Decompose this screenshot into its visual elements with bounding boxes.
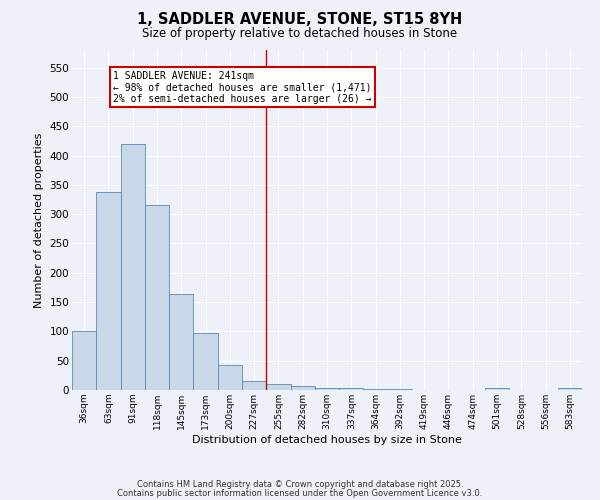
Text: 1 SADDLER AVENUE: 241sqm
← 98% of detached houses are smaller (1,471)
2% of semi: 1 SADDLER AVENUE: 241sqm ← 98% of detach… — [113, 70, 372, 104]
Y-axis label: Number of detached properties: Number of detached properties — [34, 132, 44, 308]
Bar — [121, 144, 145, 390]
Text: Size of property relative to detached houses in Stone: Size of property relative to detached ho… — [142, 28, 458, 40]
Bar — [315, 388, 339, 390]
Bar — [96, 192, 121, 390]
X-axis label: Distribution of detached houses by size in Stone: Distribution of detached houses by size … — [192, 434, 462, 444]
Bar — [485, 388, 509, 390]
Bar — [290, 386, 315, 390]
Bar — [169, 294, 193, 390]
Text: Contains public sector information licensed under the Open Government Licence v3: Contains public sector information licen… — [118, 489, 482, 498]
Bar — [72, 332, 96, 390]
Bar — [339, 388, 364, 390]
Bar — [242, 380, 266, 390]
Text: Contains HM Land Registry data © Crown copyright and database right 2025.: Contains HM Land Registry data © Crown c… — [137, 480, 463, 489]
Bar — [145, 206, 169, 390]
Bar — [266, 384, 290, 390]
Text: 1, SADDLER AVENUE, STONE, ST15 8YH: 1, SADDLER AVENUE, STONE, ST15 8YH — [137, 12, 463, 28]
Bar — [193, 333, 218, 390]
Bar — [218, 366, 242, 390]
Bar — [558, 388, 582, 390]
